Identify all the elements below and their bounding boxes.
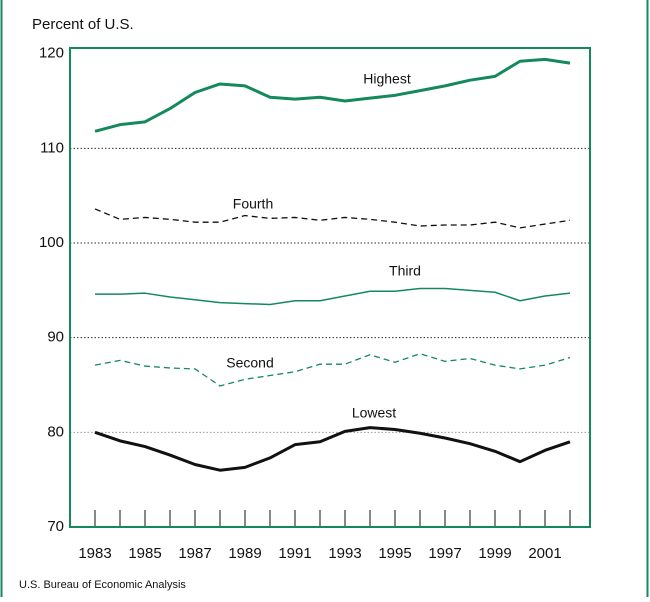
series-label: Second	[226, 355, 273, 371]
y-axis-label: Percent of U.S.	[32, 16, 134, 33]
y-tick-label: 90	[47, 329, 64, 346]
y-tick-label: 120	[39, 45, 64, 62]
series-label: Lowest	[352, 405, 396, 421]
x-tick-label: 1993	[328, 545, 361, 562]
series-line	[95, 287, 571, 306]
series-label: Highest	[363, 71, 411, 87]
x-tick-label: 1983	[78, 545, 111, 562]
series-line	[94, 208, 571, 229]
series-line	[94, 353, 571, 387]
y-tick-label: 80	[47, 423, 64, 440]
x-tick-label: 2001	[528, 545, 561, 562]
series-label: Third	[389, 263, 421, 279]
y-tick-label: 110	[40, 139, 64, 156]
series-line	[94, 57, 571, 133]
x-tick-label: 1995	[378, 545, 411, 562]
y-tick-label: 70	[47, 518, 64, 535]
x-tick-label: 1999	[478, 545, 511, 562]
x-tick-label: 1989	[228, 545, 261, 562]
series-label: Fourth	[233, 196, 273, 212]
y-tick-label: 100	[39, 234, 64, 251]
x-tick-label: 1987	[178, 545, 211, 562]
x-tick-label: 1997	[428, 545, 461, 562]
plot-frame	[69, 47, 591, 528]
series-line	[94, 426, 571, 472]
x-tick-label: 1991	[278, 545, 311, 562]
source: U.S. Bureau of Economic Analysis	[19, 579, 186, 591]
x-tick-label: 1985	[128, 545, 161, 562]
